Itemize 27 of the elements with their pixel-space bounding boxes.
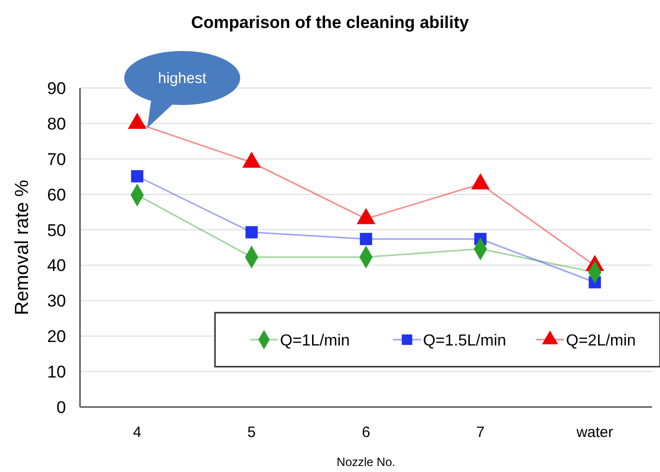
x-axis-title: Nozzle No. xyxy=(336,455,396,469)
y-tick-label: 10 xyxy=(47,362,66,382)
legend-label: Q=1.5L/min xyxy=(423,332,506,350)
legend-label: Q=1L/min xyxy=(280,332,350,350)
y-tick-label: 50 xyxy=(47,220,66,240)
y-tick-label: 90 xyxy=(47,79,66,98)
point xyxy=(471,173,490,190)
y-tick-label: 0 xyxy=(56,398,66,417)
x-tick-label: 4 xyxy=(133,424,142,441)
legend-label: Q=2L/min xyxy=(566,332,636,350)
y-axis-title: Removal rate % xyxy=(12,180,33,316)
point xyxy=(245,226,258,238)
x-tick-label: 5 xyxy=(247,424,256,441)
y-tick-label: 40 xyxy=(47,256,66,276)
y-tick-label: 30 xyxy=(47,292,66,311)
x-tick-label: 6 xyxy=(362,424,370,441)
y-tick-label: 60 xyxy=(47,185,66,204)
point xyxy=(128,112,147,129)
y-tick-label: 80 xyxy=(47,114,66,134)
y-tick-label: 70 xyxy=(47,150,66,169)
y-tick-label: 20 xyxy=(47,327,66,346)
chart-title: Comparison of the cleaning ability xyxy=(191,13,470,32)
text: highest xyxy=(158,70,208,87)
point xyxy=(242,152,261,168)
x-tick-label: water xyxy=(575,424,614,441)
point xyxy=(360,232,372,246)
x-tick-label: 7 xyxy=(476,424,485,441)
